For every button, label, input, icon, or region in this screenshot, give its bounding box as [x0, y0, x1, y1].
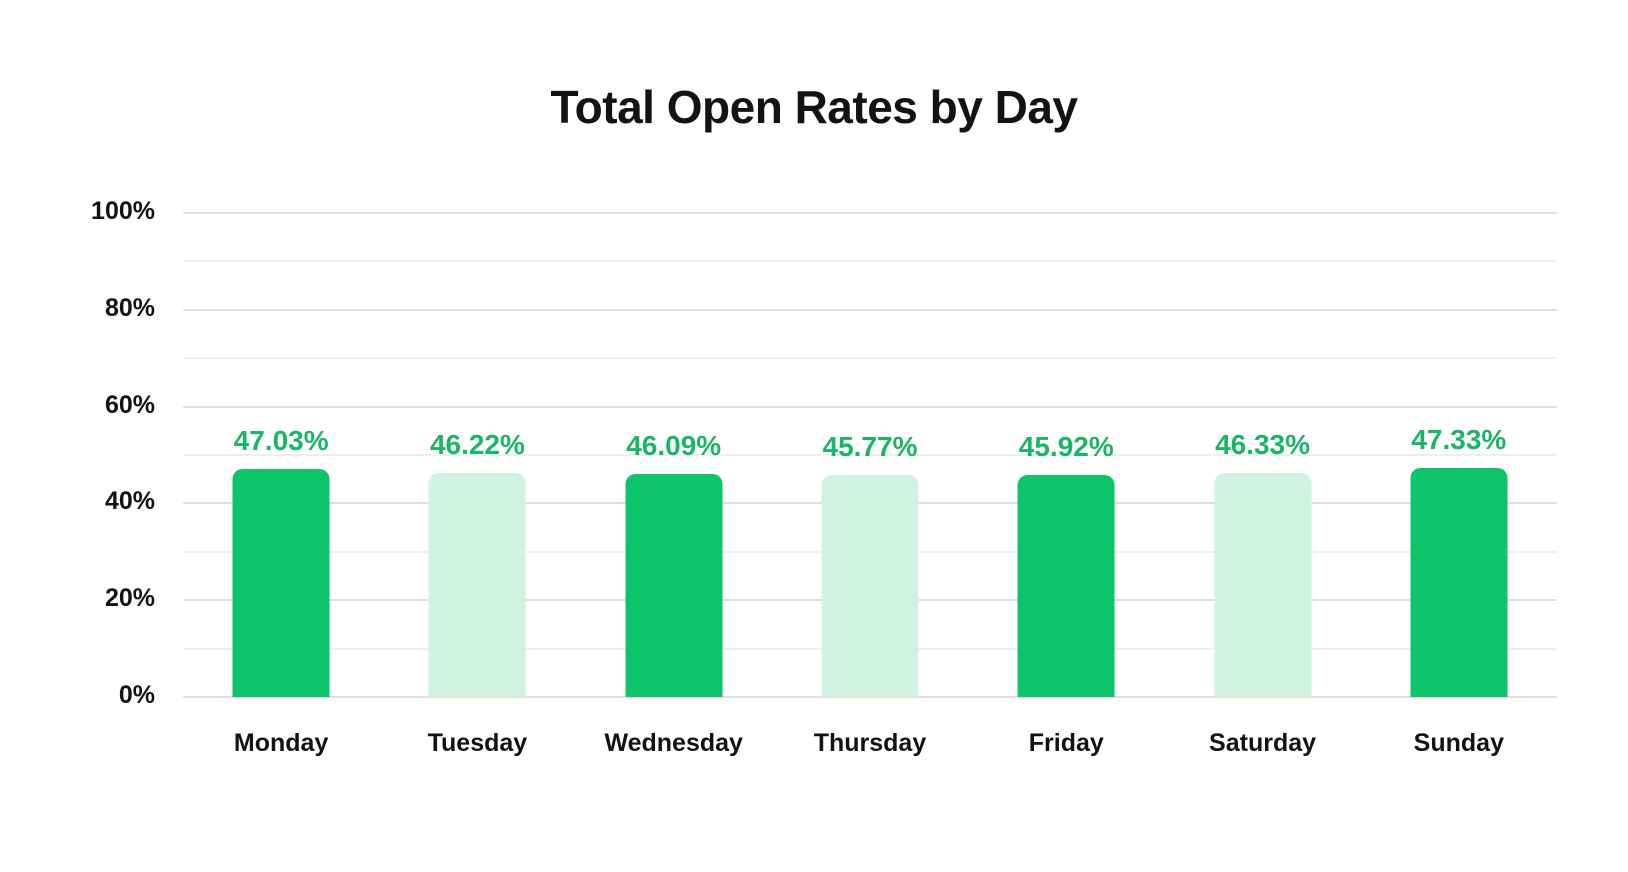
gridline-major: [183, 212, 1557, 214]
bar-wednesday: [625, 473, 723, 697]
gridline-minor: [183, 357, 1557, 360]
bar-slot-saturday: 46.33%: [1164, 213, 1360, 697]
bar-value-label: 46.22%: [429, 429, 525, 461]
x-axis-label-wednesday: Wednesday: [604, 729, 743, 757]
bar-sunday: [1410, 467, 1508, 697]
gridline-minor: [183, 260, 1557, 263]
y-axis-tick-label: 100%: [91, 197, 155, 225]
bar-slot-sunday: 47.33%: [1361, 213, 1557, 697]
bar-tuesday: [428, 473, 526, 697]
bars-layer: 47.03% 46.22% 46.09% 45.77% 45.92% 46.33% 47.3…: [183, 213, 1557, 697]
chart-title: Total Open Rates by Day: [550, 81, 1078, 133]
gridline-minor: [183, 454, 1557, 456]
y-axis-tick-label: 80%: [104, 293, 155, 322]
y-axis-tick-label: 40%: [104, 487, 155, 516]
bar-value-label: 46.09%: [626, 429, 722, 461]
x-axis-label-monday: Monday: [233, 729, 329, 757]
x-axis-label-friday: Friday: [1028, 729, 1104, 757]
bar-thursday: [821, 475, 919, 697]
x-axis-label-saturday: Saturday: [1209, 729, 1317, 757]
gridline-major: [183, 696, 1557, 698]
gridline-major: [183, 308, 1557, 311]
x-axis-label-sunday: Sunday: [1413, 729, 1504, 757]
bar-value-label: 45.92%: [1018, 430, 1114, 462]
bar-slot-monday: 47.03%: [183, 213, 379, 697]
bar-saturday: [1214, 472, 1312, 697]
bar-monday: [232, 469, 330, 697]
bar-slot-wednesday: 46.09%: [576, 213, 772, 697]
plot-area: 0% 20% 40% 60% 80% 100% 47.03% 46.22% 46.09% 45.…: [91, 199, 1557, 756]
x-axis-labels: Monday Tuesday Wednesday Thursday Friday Satu…: [183, 731, 1557, 756]
y-axis-tick-label: 0%: [118, 681, 155, 709]
bar-value-label: 47.33%: [1411, 423, 1507, 455]
x-axis-label-tuesday: Tuesday: [427, 729, 528, 757]
bar-value-label: 45.77%: [822, 431, 918, 463]
bar-friday: [1017, 474, 1115, 697]
y-axis-tick-label: 20%: [104, 584, 155, 613]
bar-slot-friday: 45.92%: [968, 213, 1164, 697]
gridline-major: [183, 405, 1557, 408]
bar-slot-tuesday: 46.22%: [379, 213, 575, 697]
x-axis-label-thursday: Thursday: [813, 729, 927, 757]
bar-slot-thursday: 45.77%: [772, 213, 968, 697]
y-axis-tick-label: 60%: [104, 390, 155, 419]
bar-value-label: 46.33%: [1215, 428, 1311, 460]
bar-value-label: 47.03%: [233, 425, 329, 457]
